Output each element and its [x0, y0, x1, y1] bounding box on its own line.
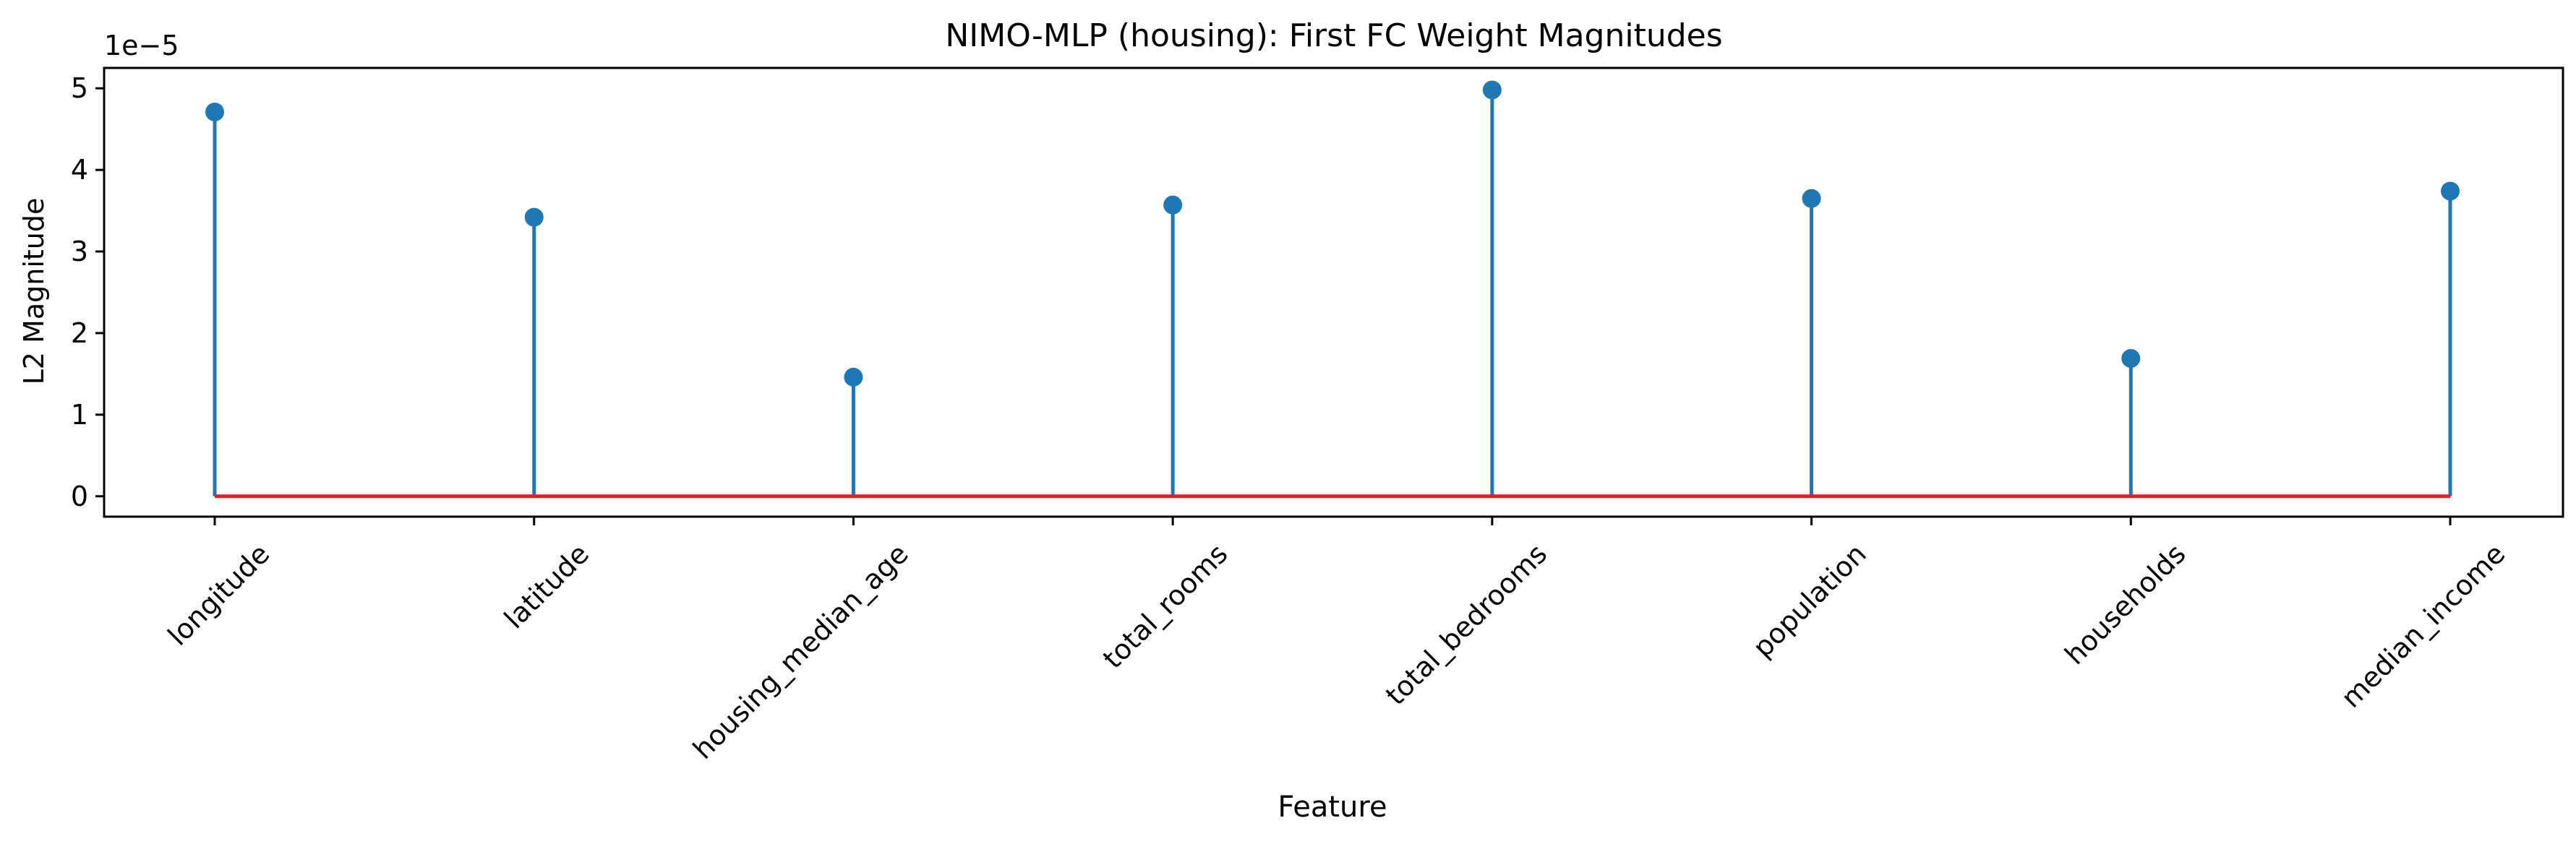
- stem-marker: [524, 207, 544, 227]
- stem-marker: [1163, 195, 1183, 215]
- stem-marker: [844, 367, 863, 387]
- stem-marker: [1802, 189, 1821, 208]
- x-axis-label: Feature: [1278, 791, 1387, 824]
- x-tick-label: latitude: [498, 538, 595, 634]
- stem-marker: [2441, 181, 2460, 201]
- stem-lines: [213, 90, 2452, 496]
- stem-marker: [205, 102, 224, 121]
- stem-markers: [205, 80, 2460, 387]
- y-offset-label: 1e−5: [104, 30, 179, 61]
- x-tick-label: longitude: [162, 538, 276, 652]
- y-tick-label: 1: [71, 399, 88, 431]
- x-tick-label: population: [1747, 538, 1873, 663]
- x-tick-label: households: [2059, 538, 2192, 671]
- x-tick-label: total_bedrooms: [1379, 538, 1553, 711]
- x-tick-label: housing_median_age: [687, 538, 915, 765]
- y-tick-label: 5: [71, 72, 88, 104]
- chart-title: NIMO-MLP (housing): First FC Weight Magn…: [945, 17, 1722, 54]
- stem-marker: [2121, 348, 2141, 368]
- y-tick-label: 0: [71, 481, 88, 512]
- x-tick-label: total_rooms: [1097, 538, 1234, 675]
- y-axis-ticks: 0 1 2 3 4 5: [71, 72, 104, 512]
- x-axis-ticks: longitude latitude housing_median_age total…: [162, 517, 2512, 765]
- y-tick-label: 2: [71, 317, 88, 349]
- y-tick-label: 4: [71, 154, 88, 186]
- y-axis-label: L2 Magnitude: [18, 198, 50, 385]
- axes-frame: [103, 66, 2564, 518]
- stem-marker: [1482, 80, 1502, 100]
- x-tick-label: median_income: [2335, 538, 2512, 714]
- y-tick-label: 3: [71, 236, 88, 267]
